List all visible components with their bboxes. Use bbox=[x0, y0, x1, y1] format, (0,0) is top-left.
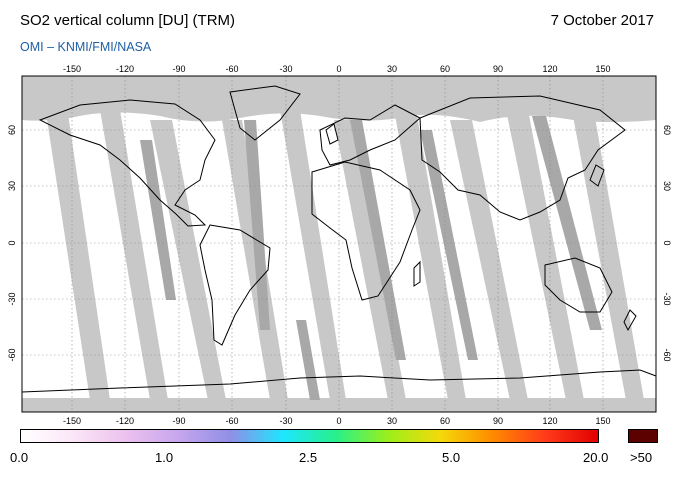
colorbar-over-box bbox=[628, 429, 658, 443]
bottom-tick-label: -60 bbox=[225, 416, 238, 426]
top-tick-label: 0 bbox=[336, 64, 341, 74]
orbit-gap-9 bbox=[506, 110, 584, 400]
coastlines bbox=[21, 85, 657, 393]
orbit-gap-6 bbox=[334, 120, 406, 400]
right-tick-label: -60 bbox=[662, 348, 672, 361]
orbit-gap-3 bbox=[150, 120, 226, 400]
left-tick-label: 60 bbox=[7, 125, 17, 135]
colorbar-label: 1.0 bbox=[155, 450, 174, 465]
africa-coast bbox=[311, 161, 421, 301]
bottom-tick-label: 90 bbox=[493, 416, 503, 426]
colorbar-label: 20.0 bbox=[583, 450, 609, 465]
bottom-tick-label: 0 bbox=[336, 416, 341, 426]
overlap-stripe-5 bbox=[532, 116, 602, 330]
top-tick-label: 30 bbox=[387, 64, 397, 74]
map-title: SO2 vertical column [DU] (TRM) bbox=[20, 12, 236, 29]
colorbar-label: 2.5 bbox=[299, 450, 318, 465]
top-tick-label: -90 bbox=[172, 64, 185, 74]
orbit-gap-2 bbox=[100, 110, 168, 400]
graticule bbox=[22, 76, 656, 412]
left-tick-label: -60 bbox=[7, 348, 17, 361]
top-tick-label: 90 bbox=[493, 64, 503, 74]
colorbar-over-label: >50 bbox=[630, 450, 653, 465]
overlap-stripe-1 bbox=[140, 140, 176, 300]
north-america-coast bbox=[38, 99, 216, 227]
right-tick-label: -30 bbox=[662, 292, 672, 305]
top-tick-label: 150 bbox=[595, 64, 610, 74]
top-tick-label: -150 bbox=[63, 64, 81, 74]
uk-coast bbox=[325, 123, 339, 145]
bottom-lon-tick-labels: -150 -120 -90 -60 -30 0 30 60 90 120 150 bbox=[63, 416, 611, 426]
arctic-missing-region bbox=[22, 76, 656, 123]
colorbar-label: 5.0 bbox=[442, 450, 461, 465]
bottom-tick-label: -30 bbox=[279, 416, 292, 426]
map-date: 7 October 2017 bbox=[550, 12, 654, 29]
orbit-gap-5 bbox=[280, 110, 346, 400]
madagascar-coast bbox=[413, 260, 421, 287]
left-tick-label: -30 bbox=[7, 292, 17, 305]
top-tick-label: -60 bbox=[225, 64, 238, 74]
orbit-gap-8 bbox=[450, 120, 528, 400]
bottom-tick-label: -120 bbox=[116, 416, 134, 426]
south-america-coast bbox=[199, 224, 271, 346]
bottom-tick-label: 30 bbox=[387, 416, 397, 426]
top-tick-label: -120 bbox=[116, 64, 134, 74]
left-lat-tick-labels: 60 30 0 -30 -60 bbox=[7, 125, 17, 362]
top-tick-label: -30 bbox=[279, 64, 292, 74]
greenland-coast bbox=[229, 85, 301, 141]
top-tick-label: 60 bbox=[440, 64, 450, 74]
right-tick-label: 60 bbox=[662, 125, 672, 135]
left-tick-label: 30 bbox=[7, 181, 17, 191]
top-tick-label: 120 bbox=[542, 64, 557, 74]
europe-coast bbox=[319, 104, 421, 166]
new-zealand-coast bbox=[623, 309, 637, 332]
orbit-gap-1 bbox=[44, 100, 110, 400]
bottom-tick-label: -90 bbox=[172, 416, 185, 426]
bottom-tick-label: 120 bbox=[542, 416, 557, 426]
overlap-stripes bbox=[140, 116, 602, 400]
right-lat-tick-labels: 60 30 0 -30 -60 bbox=[662, 125, 672, 362]
antarctica-coast bbox=[21, 369, 657, 393]
australia-coast bbox=[544, 257, 613, 313]
missing-data-regions bbox=[22, 76, 656, 412]
right-tick-label: 0 bbox=[662, 240, 672, 245]
map-frame bbox=[21, 75, 657, 413]
overlap-stripe-2 bbox=[244, 120, 270, 330]
right-tick-label: 30 bbox=[662, 181, 672, 191]
colorbar-label: 0.0 bbox=[10, 450, 29, 465]
top-lon-tick-labels: -150 -120 -90 -60 -30 0 30 60 90 120 150 bbox=[63, 64, 611, 74]
bottom-tick-label: -150 bbox=[63, 416, 81, 426]
japan-coast bbox=[589, 164, 605, 187]
asia-coast bbox=[419, 95, 626, 221]
bottom-tick-label: 150 bbox=[595, 416, 610, 426]
left-tick-label: 0 bbox=[7, 240, 17, 245]
orbit-gap-7 bbox=[394, 110, 466, 400]
data-credit: OMI – KNMI/FMI/NASA bbox=[20, 40, 152, 54]
colorbar bbox=[20, 429, 599, 443]
overlap-stripe-6 bbox=[296, 320, 320, 400]
overlap-stripe-4 bbox=[420, 130, 478, 360]
bottom-tick-label: 60 bbox=[440, 416, 450, 426]
